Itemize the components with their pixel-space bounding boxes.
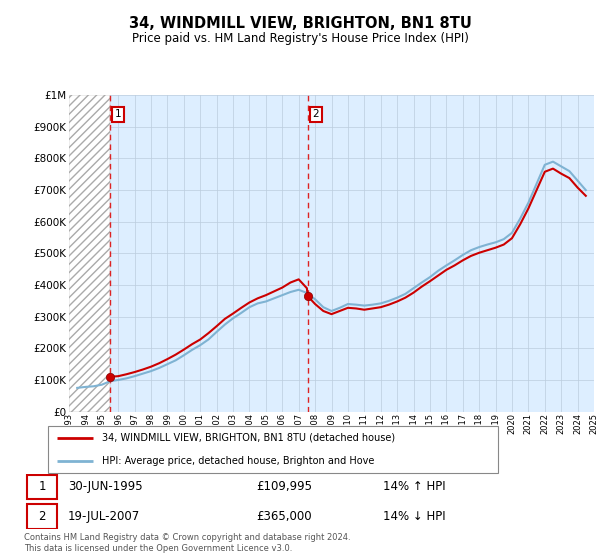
Bar (69, 95, 110, 412)
Text: £365,000: £365,000 (256, 510, 311, 523)
Text: 14% ↑ HPI: 14% ↑ HPI (383, 480, 445, 493)
Text: 2: 2 (313, 109, 319, 119)
Text: Price paid vs. HM Land Registry's House Price Index (HPI): Price paid vs. HM Land Registry's House … (131, 31, 469, 45)
Text: 1: 1 (38, 480, 46, 493)
Text: 1: 1 (115, 109, 122, 119)
Text: 19-JUL-2007: 19-JUL-2007 (68, 510, 140, 523)
Bar (27, 504, 57, 529)
Text: HPI: Average price, detached house, Brighton and Hove: HPI: Average price, detached house, Brig… (102, 456, 374, 466)
Text: Contains HM Land Registry data © Crown copyright and database right 2024.
This d: Contains HM Land Registry data © Crown c… (24, 533, 350, 553)
Text: £109,995: £109,995 (256, 480, 312, 493)
Text: 2: 2 (38, 510, 46, 523)
Text: 14% ↓ HPI: 14% ↓ HPI (383, 510, 445, 523)
Text: 34, WINDMILL VIEW, BRIGHTON, BN1 8TU (detached house): 34, WINDMILL VIEW, BRIGHTON, BN1 8TU (de… (102, 433, 395, 443)
Text: 30-JUN-1995: 30-JUN-1995 (68, 480, 143, 493)
Bar (27, 474, 57, 500)
Text: 34, WINDMILL VIEW, BRIGHTON, BN1 8TU: 34, WINDMILL VIEW, BRIGHTON, BN1 8TU (128, 16, 472, 31)
